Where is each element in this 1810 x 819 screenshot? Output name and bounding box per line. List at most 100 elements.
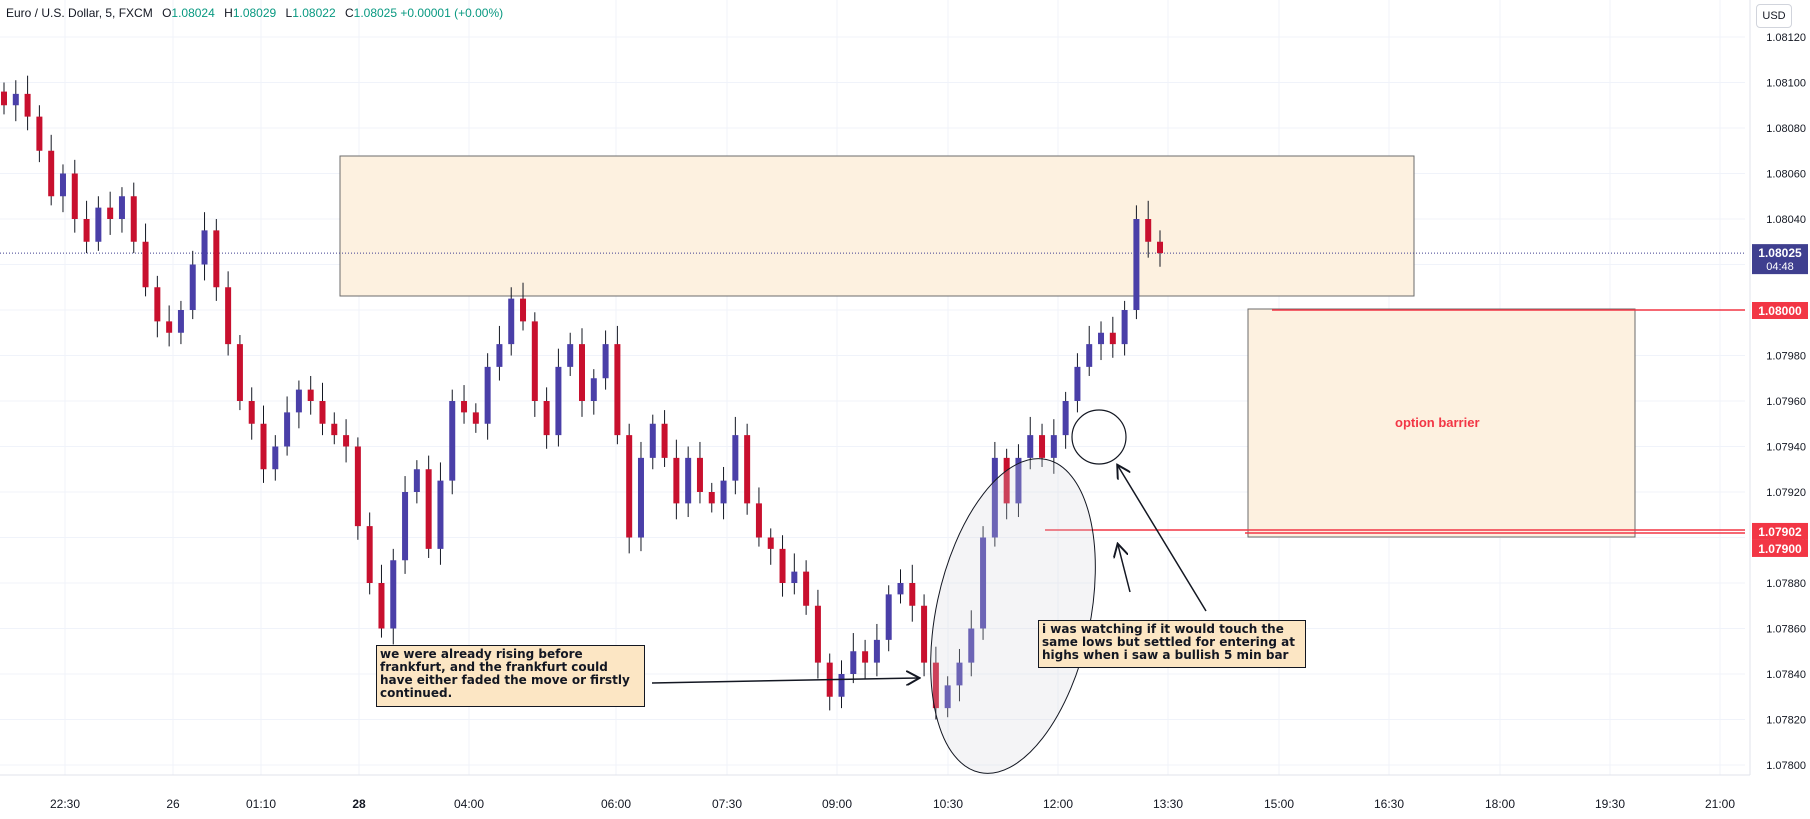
candle-down[interactable] (1003, 457, 1010, 504)
candle-up[interactable] (637, 457, 644, 538)
arrow-up-small[interactable] (1118, 545, 1131, 593)
candle-down[interactable] (614, 344, 621, 436)
candle-up[interactable] (1027, 435, 1034, 458)
candle-down[interactable] (520, 298, 527, 322)
candle-up[interactable] (956, 662, 963, 686)
candle-down[interactable] (661, 423, 668, 458)
candle-up[interactable] (944, 685, 951, 709)
candle-up[interactable] (873, 639, 880, 663)
candle-down[interactable] (225, 287, 232, 345)
option-barrier-label[interactable]: option barrier (1395, 415, 1480, 430)
candle-down[interactable] (307, 389, 314, 401)
annotation-note-entry[interactable]: i was watching if it would touch the sam… (1038, 620, 1306, 668)
candle-up[interactable] (590, 378, 597, 401)
candle-down[interactable] (331, 423, 338, 436)
candle-down[interactable] (1, 91, 7, 106)
candle-up[interactable] (991, 457, 998, 538)
candle-down[interactable] (1109, 332, 1116, 345)
candle-up[interactable] (1086, 344, 1093, 367)
candle-up[interactable] (177, 310, 184, 333)
candle-up[interactable] (272, 446, 279, 470)
candle-up[interactable] (59, 173, 66, 197)
candle-down[interactable] (107, 207, 114, 219)
candle-down[interactable] (626, 435, 633, 538)
candle-down[interactable] (36, 116, 43, 151)
candle-down[interactable] (755, 503, 762, 538)
candle-up[interactable] (732, 435, 739, 481)
candle-down[interactable] (248, 401, 255, 424)
candle-down[interactable] (213, 230, 220, 288)
candle-up[interactable] (685, 457, 692, 504)
candle-down[interactable] (343, 435, 350, 447)
candle-up[interactable] (968, 628, 975, 663)
candle-down[interactable] (531, 321, 538, 401)
candle-down[interactable] (744, 435, 751, 504)
arrow-frankfurt[interactable] (651, 678, 918, 683)
candle-down[interactable] (862, 651, 869, 663)
candle-up[interactable] (1121, 310, 1128, 345)
candle-down[interactable] (166, 321, 173, 333)
candle-down[interactable] (130, 196, 137, 242)
candle-up[interactable] (496, 344, 503, 367)
candle-up[interactable] (555, 366, 562, 436)
candle-down[interactable] (260, 423, 267, 470)
arrow-entry[interactable] (1118, 466, 1207, 612)
candle-up[interactable] (390, 560, 397, 629)
candle-down[interactable] (803, 571, 810, 606)
candle-down[interactable] (814, 605, 821, 663)
candle-up[interactable] (402, 492, 409, 561)
candle-up[interactable] (980, 537, 987, 629)
annotation-note-frankfurt[interactable]: we were already rising before frankfurt,… (376, 645, 645, 707)
candle-down[interactable] (1157, 241, 1163, 254)
candle-down[interactable] (543, 401, 550, 436)
level-price-tag[interactable] (1752, 539, 1808, 557)
candle-up[interactable] (449, 401, 456, 481)
candle-down[interactable] (24, 93, 31, 117)
level-price-tag[interactable] (1752, 522, 1808, 540)
candle-up[interactable] (1015, 457, 1022, 504)
candle-up[interactable] (885, 594, 892, 640)
candle-up[interactable] (437, 480, 444, 549)
candle-down[interactable] (142, 241, 149, 288)
candle-down[interactable] (921, 605, 928, 663)
candle-up[interactable] (1062, 401, 1069, 436)
candle-up[interactable] (284, 412, 291, 447)
candle-down[interactable] (472, 412, 479, 424)
candle-up[interactable] (850, 651, 857, 674)
candle-down[interactable] (708, 492, 715, 504)
candle-down[interactable] (779, 548, 786, 583)
candle-up[interactable] (118, 196, 125, 219)
candle-up[interactable] (720, 480, 727, 504)
candle-up[interactable] (1074, 366, 1081, 401)
candle-up[interactable] (897, 583, 904, 595)
candle-up[interactable] (602, 344, 609, 379)
candle-down[interactable] (366, 526, 373, 583)
symbol-name[interactable]: Euro / U.S. Dollar, 5, FXCM (6, 6, 153, 20)
candle-down[interactable] (1039, 435, 1046, 458)
candle-down[interactable] (932, 662, 939, 709)
candle-up[interactable] (1133, 219, 1140, 310)
candle-up[interactable] (295, 389, 302, 413)
candle-up[interactable] (189, 264, 196, 311)
option-barrier-zone[interactable] (1247, 308, 1636, 538)
candle-up[interactable] (649, 423, 656, 458)
currency-button[interactable]: USD (1756, 4, 1792, 28)
candle-down[interactable] (319, 401, 326, 424)
candle-down[interactable] (236, 344, 243, 401)
candle-down[interactable] (696, 457, 703, 492)
candle-up[interactable] (12, 93, 19, 106)
candle-up[interactable] (95, 207, 102, 242)
candle-down[interactable] (71, 173, 78, 220)
level-price-tag[interactable] (1752, 302, 1808, 319)
candle-up[interactable] (791, 571, 798, 583)
resistance-zone-box[interactable] (339, 155, 1415, 297)
candle-up[interactable] (413, 469, 420, 492)
candle-down[interactable] (48, 150, 55, 197)
candle-down[interactable] (579, 344, 585, 401)
candle-up[interactable] (201, 230, 208, 265)
candle-down[interactable] (767, 537, 774, 549)
candle-down[interactable] (354, 446, 361, 527)
candle-up[interactable] (838, 674, 845, 697)
candle-up[interactable] (567, 344, 574, 367)
